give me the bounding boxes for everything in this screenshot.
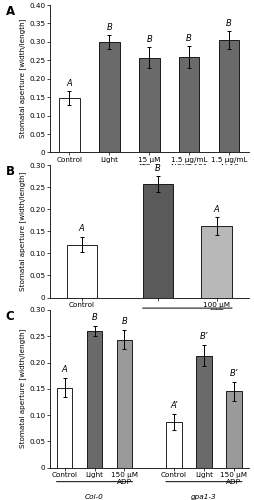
- Bar: [226, 392, 242, 468]
- Text: B: B: [92, 312, 97, 322]
- Bar: [59, 98, 80, 152]
- Bar: [99, 42, 120, 152]
- Bar: [57, 388, 72, 468]
- Text: A: A: [6, 5, 15, 18]
- Text: B: B: [146, 36, 152, 44]
- Bar: [201, 226, 232, 298]
- Text: A’: A’: [170, 401, 178, 410]
- Text: Light: Light: [178, 318, 196, 324]
- Text: A: A: [79, 224, 85, 233]
- Bar: [196, 356, 212, 468]
- Bar: [87, 331, 102, 468]
- Text: Col-0: Col-0: [85, 494, 104, 500]
- Text: A: A: [214, 204, 219, 214]
- Y-axis label: Stomatal aperture [width/length]: Stomatal aperture [width/length]: [20, 329, 26, 448]
- Bar: [117, 340, 132, 468]
- Bar: [179, 56, 199, 152]
- Text: A: A: [62, 365, 67, 374]
- Bar: [67, 244, 97, 298]
- Text: B: B: [186, 34, 192, 42]
- Text: gpa1-3: gpa1-3: [191, 494, 217, 500]
- Text: B: B: [226, 19, 232, 28]
- Text: B: B: [155, 164, 161, 173]
- Bar: [143, 184, 173, 298]
- Text: B’: B’: [230, 368, 238, 378]
- Bar: [166, 422, 182, 468]
- Y-axis label: Stomatal aperture [width/length]: Stomatal aperture [width/length]: [20, 19, 26, 138]
- Y-axis label: Stomatal aperture [width/length]: Stomatal aperture [width/length]: [20, 172, 26, 291]
- Text: A: A: [67, 78, 72, 88]
- Bar: [139, 58, 160, 152]
- Bar: [219, 40, 239, 152]
- Text: B’: B’: [200, 332, 208, 341]
- Text: B: B: [122, 318, 127, 326]
- Text: C: C: [6, 310, 14, 323]
- Text: B: B: [106, 24, 112, 32]
- Text: B: B: [6, 165, 15, 178]
